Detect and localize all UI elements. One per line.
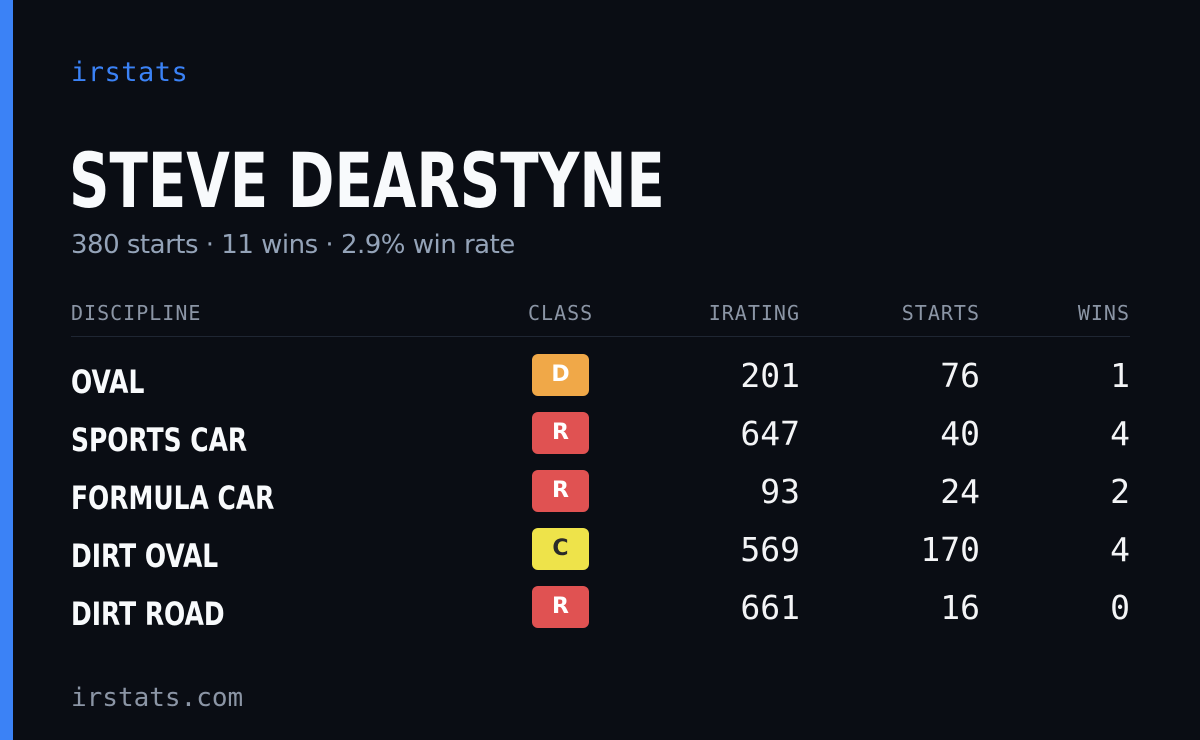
row-discipline: SPORTS CAR — [71, 421, 248, 459]
row-starts: 170 — [920, 530, 980, 569]
row-discipline: DIRT ROAD — [71, 595, 225, 633]
header-irating: IRATING — [708, 301, 800, 325]
table-row: DIRT OVAL C 569 170 4 — [0, 528, 1200, 586]
row-wins: 2 — [1110, 472, 1130, 511]
row-wins: 0 — [1110, 588, 1130, 627]
row-irating: 93 — [760, 472, 800, 511]
row-starts: 76 — [940, 356, 980, 395]
table-row: FORMULA CAR R 93 24 2 — [0, 470, 1200, 528]
row-irating: 647 — [740, 414, 800, 453]
class-badge: C — [532, 528, 589, 570]
row-wins: 1 — [1110, 356, 1130, 395]
class-badge: D — [532, 354, 589, 396]
header-discipline: DISCIPLINE — [71, 301, 202, 325]
header-class: CLASS — [528, 301, 594, 325]
row-wins: 4 — [1110, 414, 1130, 453]
table-row: OVAL D 201 76 1 — [0, 354, 1200, 412]
row-irating: 569 — [740, 530, 800, 569]
table-row: SPORTS CAR R 647 40 4 — [0, 412, 1200, 470]
row-irating: 201 — [740, 356, 800, 395]
header-divider — [71, 336, 1130, 337]
row-discipline: FORMULA CAR — [71, 479, 275, 517]
accent-bar — [0, 0, 13, 740]
row-discipline: DIRT OVAL — [71, 537, 219, 575]
brand-logo: irstats — [71, 57, 189, 88]
row-wins: 4 — [1110, 530, 1130, 569]
header-starts: STARTS — [901, 301, 980, 325]
table-row: DIRT ROAD R 661 16 0 — [0, 586, 1200, 644]
class-badge: R — [532, 470, 589, 512]
row-starts: 16 — [940, 588, 980, 627]
class-badge: R — [532, 412, 589, 454]
row-starts: 24 — [940, 472, 980, 511]
row-discipline: OVAL — [71, 363, 145, 401]
class-badge: R — [532, 586, 589, 628]
driver-name: STEVE DEARSTYNE — [69, 136, 665, 225]
header-wins: WINS — [1077, 301, 1130, 325]
footer-url: irstats.com — [71, 683, 244, 713]
driver-summary: 380 starts · 11 wins · 2.9% win rate — [71, 230, 515, 260]
row-starts: 40 — [940, 414, 980, 453]
row-irating: 661 — [740, 588, 800, 627]
